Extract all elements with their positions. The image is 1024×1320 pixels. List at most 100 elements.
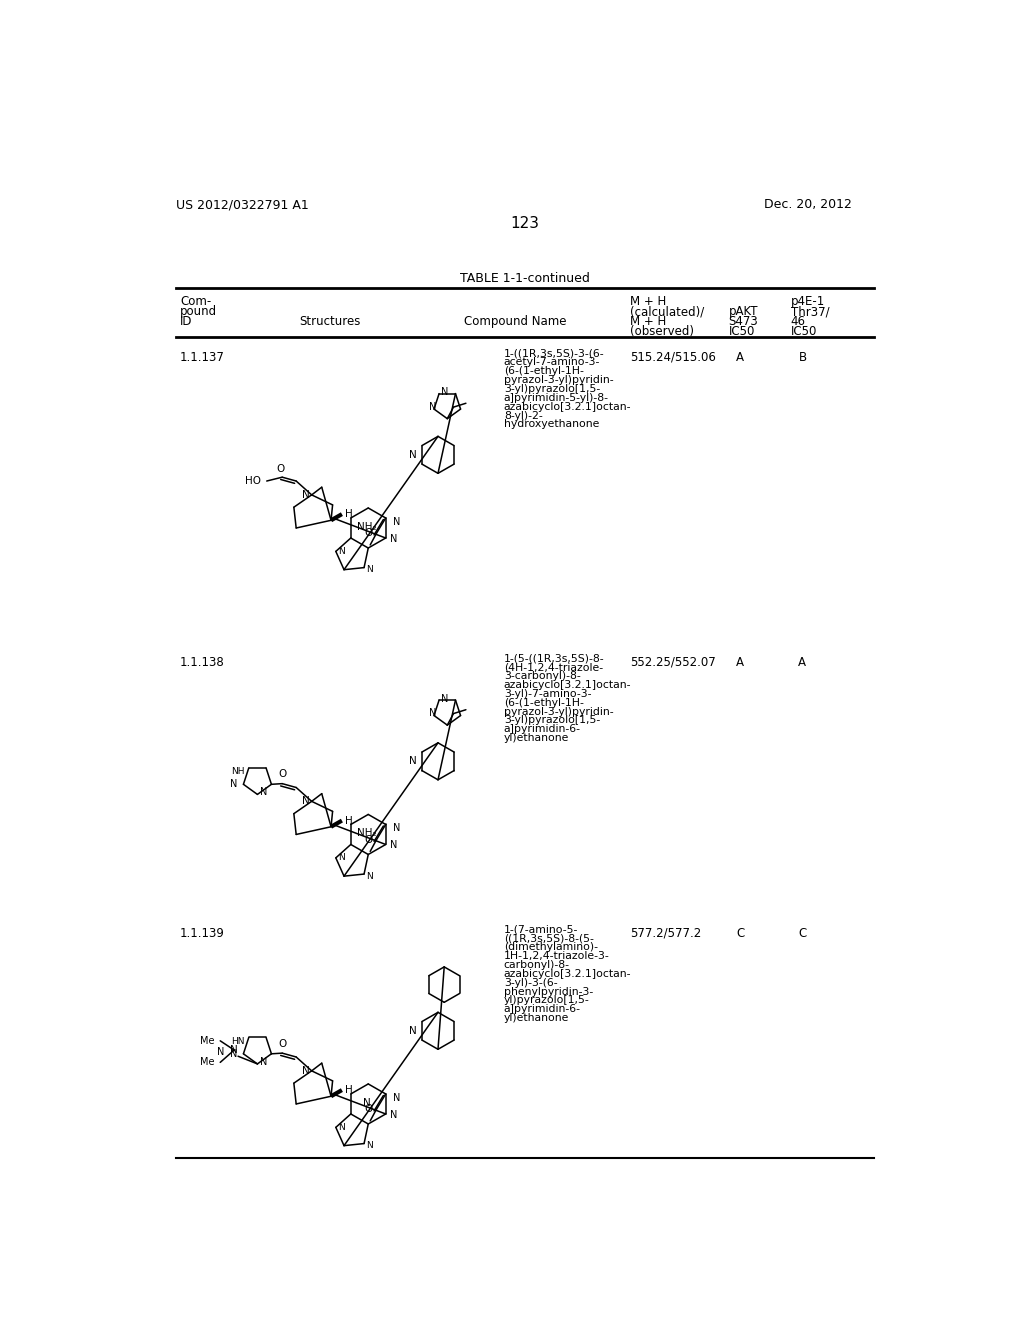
Text: (dimethylamino)-: (dimethylamino)- bbox=[504, 942, 598, 952]
Text: N: N bbox=[217, 1047, 224, 1057]
Text: NH: NH bbox=[231, 767, 245, 776]
Text: N: N bbox=[390, 1110, 397, 1119]
Text: (6-(1-ethyl-1H-: (6-(1-ethyl-1H- bbox=[504, 698, 584, 708]
Text: yl)ethanone: yl)ethanone bbox=[504, 733, 569, 743]
Text: hydroxyethanone: hydroxyethanone bbox=[504, 420, 599, 429]
Text: azabicyclo[3.2.1]octan-: azabicyclo[3.2.1]octan- bbox=[504, 680, 632, 690]
Text: N: N bbox=[338, 853, 345, 862]
Text: N: N bbox=[367, 1142, 373, 1150]
Text: 3-yl)pyrazolo[1,5-: 3-yl)pyrazolo[1,5- bbox=[504, 715, 600, 726]
Text: N: N bbox=[393, 824, 400, 833]
Text: N: N bbox=[338, 1123, 345, 1131]
Text: H: H bbox=[345, 510, 352, 519]
Text: O: O bbox=[365, 834, 373, 845]
Text: (observed): (observed) bbox=[630, 326, 694, 338]
Text: NH₂: NH₂ bbox=[357, 829, 377, 838]
Text: 3-yl)pyrazolo[1,5-: 3-yl)pyrazolo[1,5- bbox=[504, 384, 600, 393]
Text: C: C bbox=[799, 927, 807, 940]
Text: N: N bbox=[302, 796, 309, 807]
Text: N: N bbox=[390, 841, 397, 850]
Text: phenylpyridin-3-: phenylpyridin-3- bbox=[504, 986, 593, 997]
Text: azabicyclo[3.2.1]octan-: azabicyclo[3.2.1]octan- bbox=[504, 969, 632, 979]
Text: N: N bbox=[367, 565, 373, 574]
Text: 1.1.138: 1.1.138 bbox=[180, 656, 224, 669]
Text: Compound Name: Compound Name bbox=[464, 315, 566, 329]
Text: Thr37/: Thr37/ bbox=[791, 305, 829, 318]
Text: Me: Me bbox=[201, 1036, 215, 1045]
Text: pAKT: pAKT bbox=[729, 305, 758, 318]
Text: 1.1.137: 1.1.137 bbox=[180, 351, 225, 364]
Text: H: H bbox=[345, 816, 352, 825]
Text: N: N bbox=[410, 1026, 417, 1036]
Text: pyrazol-3-yl)pyridin-: pyrazol-3-yl)pyridin- bbox=[504, 375, 613, 385]
Text: 1-(7-amino-5-: 1-(7-amino-5- bbox=[504, 924, 579, 935]
Text: ((1R,3s,5S)-8-(5-: ((1R,3s,5S)-8-(5- bbox=[504, 933, 594, 944]
Text: N: N bbox=[393, 1093, 400, 1102]
Text: N: N bbox=[390, 533, 397, 544]
Text: N: N bbox=[441, 693, 449, 704]
Text: Structures: Structures bbox=[299, 315, 360, 329]
Text: O: O bbox=[365, 528, 373, 539]
Text: O: O bbox=[276, 465, 285, 474]
Text: acetyl-7-amino-3-: acetyl-7-amino-3- bbox=[504, 358, 600, 367]
Text: 3-carbonyl)-8-: 3-carbonyl)-8- bbox=[504, 671, 581, 681]
Text: 123: 123 bbox=[510, 216, 540, 231]
Text: TABLE 1-1-continued: TABLE 1-1-continued bbox=[460, 272, 590, 285]
Text: Dec. 20, 2012: Dec. 20, 2012 bbox=[764, 198, 851, 211]
Text: 3-yl)-3-(6-: 3-yl)-3-(6- bbox=[504, 978, 557, 987]
Text: yl)pyrazolo[1,5-: yl)pyrazolo[1,5- bbox=[504, 995, 590, 1006]
Text: HN: HN bbox=[231, 1036, 245, 1045]
Text: S473: S473 bbox=[729, 315, 759, 329]
Text: A: A bbox=[736, 656, 744, 669]
Text: a]pyrimidin-6-: a]pyrimidin-6- bbox=[504, 725, 581, 734]
Text: N: N bbox=[393, 517, 400, 527]
Text: NH₂: NH₂ bbox=[357, 521, 377, 532]
Text: N: N bbox=[441, 387, 449, 397]
Text: ID: ID bbox=[180, 315, 193, 329]
Text: N: N bbox=[362, 1098, 371, 1107]
Text: O: O bbox=[279, 1039, 287, 1049]
Text: N: N bbox=[302, 490, 309, 500]
Text: N: N bbox=[229, 1049, 238, 1059]
Text: N: N bbox=[429, 401, 436, 412]
Text: 552.25/552.07: 552.25/552.07 bbox=[630, 656, 716, 669]
Text: Me: Me bbox=[201, 1057, 215, 1068]
Text: azabicyclo[3.2.1]octan-: azabicyclo[3.2.1]octan- bbox=[504, 401, 632, 412]
Text: p4E-1: p4E-1 bbox=[791, 296, 825, 309]
Text: M + H: M + H bbox=[630, 315, 667, 329]
Text: 46: 46 bbox=[791, 315, 806, 329]
Text: 1H-1,2,4-triazole-3-: 1H-1,2,4-triazole-3- bbox=[504, 952, 609, 961]
Text: N: N bbox=[260, 787, 267, 797]
Text: N: N bbox=[410, 450, 417, 459]
Text: 1-(5-((1R,3s,5S)-8-: 1-(5-((1R,3s,5S)-8- bbox=[504, 653, 604, 664]
Text: yl)ethanone: yl)ethanone bbox=[504, 1014, 569, 1023]
Text: N: N bbox=[230, 1045, 238, 1055]
Text: O: O bbox=[365, 1105, 373, 1114]
Text: IC50: IC50 bbox=[791, 326, 817, 338]
Text: N: N bbox=[429, 709, 436, 718]
Text: O: O bbox=[279, 770, 287, 779]
Text: N: N bbox=[367, 873, 373, 880]
Text: B: B bbox=[799, 351, 807, 364]
Text: HO: HO bbox=[245, 477, 261, 486]
Text: 1.1.139: 1.1.139 bbox=[180, 927, 225, 940]
Text: US 2012/0322791 A1: US 2012/0322791 A1 bbox=[176, 198, 309, 211]
Text: M + H: M + H bbox=[630, 296, 667, 309]
Text: C: C bbox=[736, 927, 744, 940]
Text: a]pyrimidin-5-yl)-8-: a]pyrimidin-5-yl)-8- bbox=[504, 393, 609, 403]
Text: pyrazol-3-yl)pyridin-: pyrazol-3-yl)pyridin- bbox=[504, 706, 613, 717]
Text: (calculated)/: (calculated)/ bbox=[630, 305, 705, 318]
Text: 3-yl)-7-amino-3-: 3-yl)-7-amino-3- bbox=[504, 689, 592, 698]
Text: N: N bbox=[302, 1065, 309, 1076]
Text: IC50: IC50 bbox=[729, 326, 755, 338]
Text: 1-((1R,3s,5S)-3-(6-: 1-((1R,3s,5S)-3-(6- bbox=[504, 348, 604, 359]
Text: H: H bbox=[345, 1085, 352, 1096]
Text: A: A bbox=[736, 351, 744, 364]
Text: 515.24/515.06: 515.24/515.06 bbox=[630, 351, 716, 364]
Text: Com-: Com- bbox=[180, 296, 211, 309]
Text: A: A bbox=[799, 656, 806, 669]
Text: N: N bbox=[410, 756, 417, 767]
Text: N: N bbox=[338, 546, 345, 556]
Text: carbonyl)-8-: carbonyl)-8- bbox=[504, 960, 570, 970]
Text: (4H-1,2,4-triazole-: (4H-1,2,4-triazole- bbox=[504, 663, 603, 672]
